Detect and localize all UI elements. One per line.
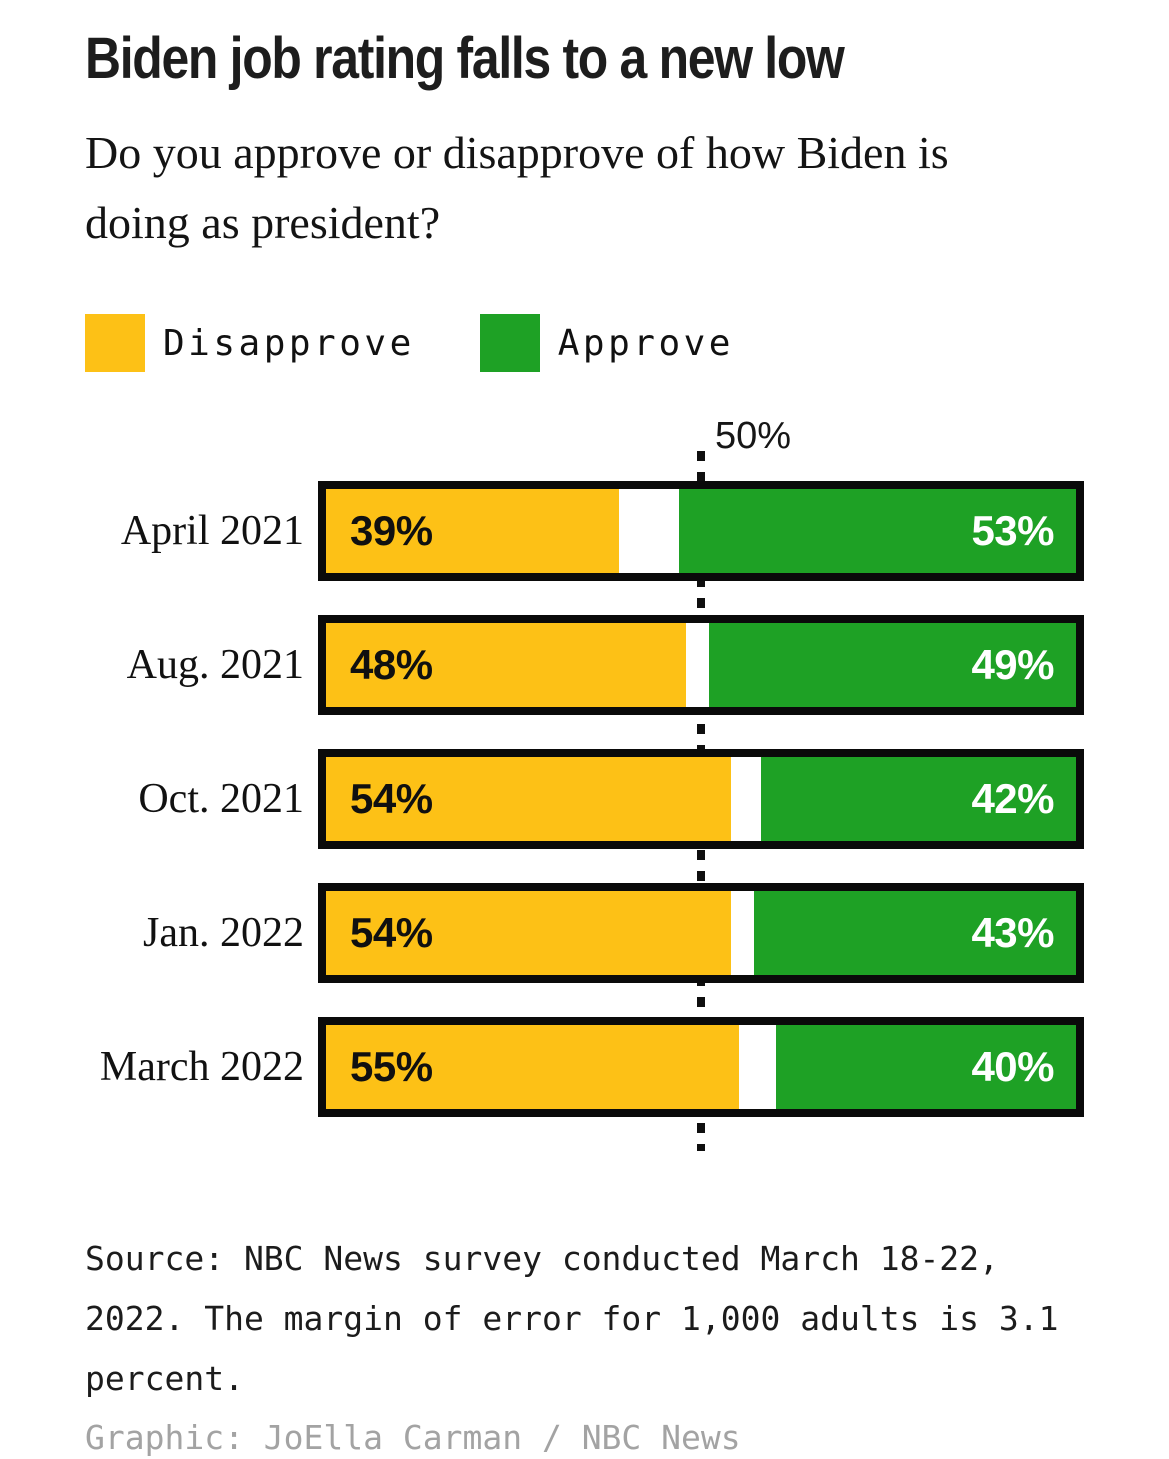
disapprove-bar: 48% <box>326 623 686 707</box>
chart-row: Oct. 2021 54% 42% <box>85 749 1084 849</box>
bar-frame: 55% 40% <box>318 1017 1084 1117</box>
approve-bar: 53% <box>678 489 1076 573</box>
row-label: April 2021 <box>120 508 304 554</box>
disapprove-value: 54% <box>350 775 433 822</box>
disapprove-value: 55% <box>350 1043 433 1090</box>
approve-value: 40% <box>971 1043 1054 1090</box>
chart-subtitle: Do you approve or disapprove of how Bide… <box>85 127 949 248</box>
chart-row: April 2021 39% 53% <box>85 481 1084 581</box>
legend-label-approve: Approve <box>557 322 734 364</box>
chart-rows: April 2021 39% 53% Aug. 2021 48% 49% Oct… <box>85 419 1084 1117</box>
reference-line-label: 50% <box>715 415 792 457</box>
approve-bar: 40% <box>776 1025 1076 1109</box>
page-title: Biden job rating falls to a new low <box>85 26 845 91</box>
approve-bar: 43% <box>753 891 1076 975</box>
source-note: Source: NBC News survey conducted March … <box>85 1239 1059 1398</box>
approve-value: 49% <box>971 641 1054 688</box>
approve-value: 43% <box>971 909 1054 956</box>
approve-value: 53% <box>971 507 1054 554</box>
disapprove-value: 48% <box>350 641 433 688</box>
bar-frame: 54% 42% <box>318 749 1084 849</box>
graphic-credit: Graphic: JoElla Carman / NBC News <box>85 1418 741 1457</box>
legend-item-disapprove: Disapprove <box>85 314 415 372</box>
approve-swatch <box>479 314 540 372</box>
chart-row: Aug. 2021 48% 49% <box>85 615 1084 715</box>
disapprove-bar: 55% <box>326 1025 739 1109</box>
row-label: Oct. 2021 <box>138 776 304 822</box>
legend-item-approve: Approve <box>479 314 734 372</box>
disapprove-swatch <box>85 314 145 372</box>
row-label: Aug. 2021 <box>126 642 304 688</box>
disapprove-bar: 54% <box>326 891 731 975</box>
row-label: March 2022 <box>99 1044 304 1090</box>
chart-row: March 2022 55% 40% <box>85 1017 1084 1117</box>
disapprove-bar: 54% <box>326 757 731 841</box>
disapprove-value: 54% <box>350 909 433 956</box>
disapprove-bar: 39% <box>326 489 619 573</box>
row-label: Jan. 2022 <box>143 910 304 956</box>
disapprove-value: 39% <box>350 507 433 554</box>
bar-frame: 48% 49% <box>318 615 1084 715</box>
approve-value: 42% <box>971 775 1054 822</box>
approve-bar: 42% <box>761 757 1076 841</box>
approve-bar: 49% <box>708 623 1076 707</box>
diverging-bar-chart: 50% April 2021 39% 53% Aug. 2021 48% 49%… <box>85 415 1084 1151</box>
chart-row: Jan. 2022 54% 43% <box>85 883 1084 983</box>
bar-frame: 54% 43% <box>318 883 1084 983</box>
legend: Disapprove Approve <box>85 314 1084 372</box>
bar-frame: 39% 53% <box>318 481 1084 581</box>
legend-label-disapprove: Disapprove <box>163 322 415 364</box>
